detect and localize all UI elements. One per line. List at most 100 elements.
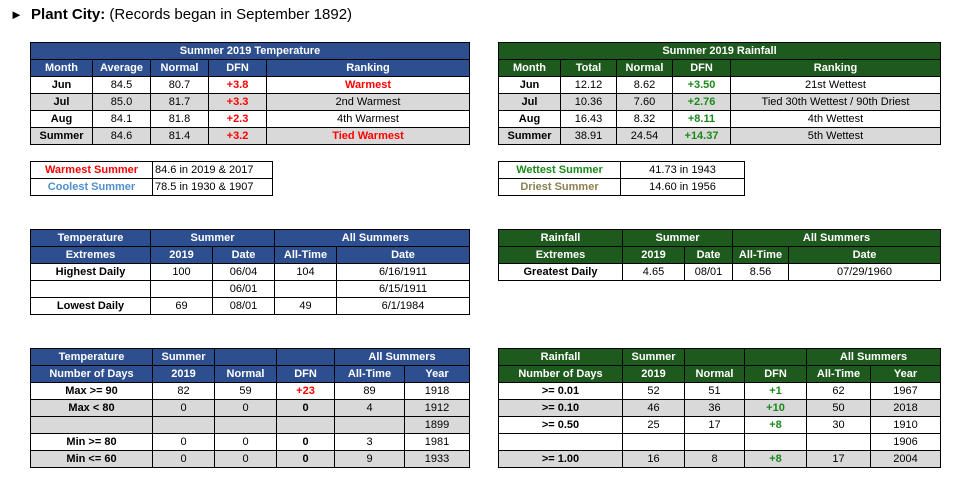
col-normal: Normal [214, 365, 277, 383]
col-dfn: DFN [208, 59, 267, 77]
ranking-cell: 2nd Warmest [266, 93, 470, 111]
col-normal: Normal [616, 59, 673, 77]
temperature-table-title: Summer 2019 Temperature [30, 42, 470, 60]
city-name: Plant City: [31, 6, 106, 23]
table-row: Lowest Daily 69 08/01 49 6/1/1984 [30, 297, 470, 315]
table-row: >= 0.50 25 17 +8 30 1910 [498, 416, 941, 434]
table-row: Aug 16.43 8.32 +8.11 4th Wettest [498, 110, 941, 128]
dfn-cell: +10 [744, 399, 807, 417]
col-normal: Normal [150, 59, 209, 77]
page-title: ► Plant City: (Records began in Septembe… [10, 6, 352, 23]
all-summers-header: All Summers [334, 348, 470, 366]
value-cell: 8 [684, 450, 745, 468]
table-row: 06/01 6/15/1911 [30, 280, 470, 298]
value-cell: 30 [806, 416, 871, 434]
record-label: Driest Summer [498, 178, 621, 196]
col-month: Month [30, 59, 93, 77]
record-value: 41.73 in 1943 [620, 161, 745, 179]
dfn-cell: +3.50 [672, 76, 731, 94]
extremes-subheader: Extremes [498, 246, 623, 264]
ranking-cell: 5th Wettest [730, 127, 941, 145]
value-cell [152, 416, 215, 434]
days-header: Temperature [30, 348, 153, 366]
value-cell: 6/15/1911 [336, 280, 470, 298]
col-dfn: DFN [276, 365, 335, 383]
rainfall-table-title: Summer 2019 Rainfall [498, 42, 941, 60]
value-cell: 82 [152, 382, 215, 400]
summer-header: Summer [152, 348, 215, 366]
value-cell: 36 [684, 399, 745, 417]
table-row: Jun 12.12 8.62 +3.50 21st Wettest [498, 76, 941, 94]
value-cell: 59 [214, 382, 277, 400]
row-label: >= 0.50 [498, 416, 623, 434]
value-cell: 17 [806, 450, 871, 468]
table-row: Max >= 90 82 59 +23 89 1918 [30, 382, 470, 400]
table-row: Greatest Daily 4.65 08/01 8.56 07/29/196… [498, 263, 941, 281]
dfn-cell: +23 [276, 382, 335, 400]
days-header: Rainfall [498, 348, 623, 366]
row-label [30, 280, 151, 298]
month-cell: Summer [498, 127, 561, 145]
value-cell: 8.32 [616, 110, 673, 128]
blank-header [744, 348, 807, 366]
value-cell: 51 [684, 382, 745, 400]
value-cell: 89 [334, 382, 405, 400]
value-cell: 9 [334, 450, 405, 468]
value-cell [334, 416, 405, 434]
table-row: Max < 80 0 0 0 4 1912 [30, 399, 470, 417]
dfn-cell: 0 [276, 450, 335, 468]
value-cell: 0 [214, 399, 277, 417]
temperature-table: Summer 2019 Temperature Month Average No… [30, 42, 470, 145]
col-ranking: Ranking [730, 59, 941, 77]
dfn-cell: +2.3 [208, 110, 267, 128]
dfn-cell: +3.2 [208, 127, 267, 145]
col-all-time: All-Time [274, 246, 337, 264]
col-normal: Normal [684, 365, 745, 383]
value-cell: 38.91 [560, 127, 617, 145]
row-label: Max < 80 [30, 399, 153, 417]
dfn-cell: +8 [744, 416, 807, 434]
value-cell: 1899 [404, 416, 470, 434]
record-value: 84.6 in 2019 & 2017 [152, 161, 273, 179]
row-label [30, 416, 153, 434]
col-dfn: DFN [672, 59, 731, 77]
col-date: Date [212, 246, 275, 264]
value-cell: 84.6 [92, 127, 151, 145]
extremes-header: Temperature [30, 229, 151, 247]
value-cell: 80.7 [150, 76, 209, 94]
table-row: Aug 84.1 81.8 +2.3 4th Warmest [30, 110, 470, 128]
rainfall-extremes-table: Rainfall Summer All Summers Extremes 201… [498, 229, 941, 281]
col-date: Date [684, 246, 733, 264]
table-row: 1906 [498, 433, 941, 451]
row-label: Highest Daily [30, 263, 151, 281]
dfn-cell: +8.11 [672, 110, 731, 128]
value-cell: 6/16/1911 [336, 263, 470, 281]
value-cell: 85.0 [92, 93, 151, 111]
value-cell: 81.8 [150, 110, 209, 128]
value-cell: 46 [622, 399, 685, 417]
value-cell: 104 [274, 263, 337, 281]
value-cell: 8.56 [732, 263, 789, 281]
dfn-cell [276, 416, 335, 434]
value-cell: 10.36 [560, 93, 617, 111]
table-row: Coolest Summer 78.5 in 1930 & 1907 [30, 178, 273, 196]
month-cell: Jun [30, 76, 93, 94]
rainfall-table: Summer 2019 Rainfall Month Total Normal … [498, 42, 941, 145]
ranking-cell: Tied Warmest [266, 127, 470, 145]
extremes-header: Rainfall [498, 229, 623, 247]
value-cell: 1918 [404, 382, 470, 400]
table-row: Jun 84.5 80.7 +3.8 Warmest [30, 76, 470, 94]
ranking-cell: 4th Wettest [730, 110, 941, 128]
row-label: >= 0.10 [498, 399, 623, 417]
table-row: Min <= 60 0 0 0 9 1933 [30, 450, 470, 468]
value-cell: 1933 [404, 450, 470, 468]
record-label: Wettest Summer [498, 161, 621, 179]
blank-header [684, 348, 745, 366]
summer-header: Summer [150, 229, 275, 247]
dfn-cell: +1 [744, 382, 807, 400]
table-row: Wettest Summer 41.73 in 1943 [498, 161, 745, 179]
value-cell: 62 [806, 382, 871, 400]
dfn-cell: +14.37 [672, 127, 731, 145]
col-month: Month [498, 59, 561, 77]
days-subheader: Number of Days [30, 365, 153, 383]
